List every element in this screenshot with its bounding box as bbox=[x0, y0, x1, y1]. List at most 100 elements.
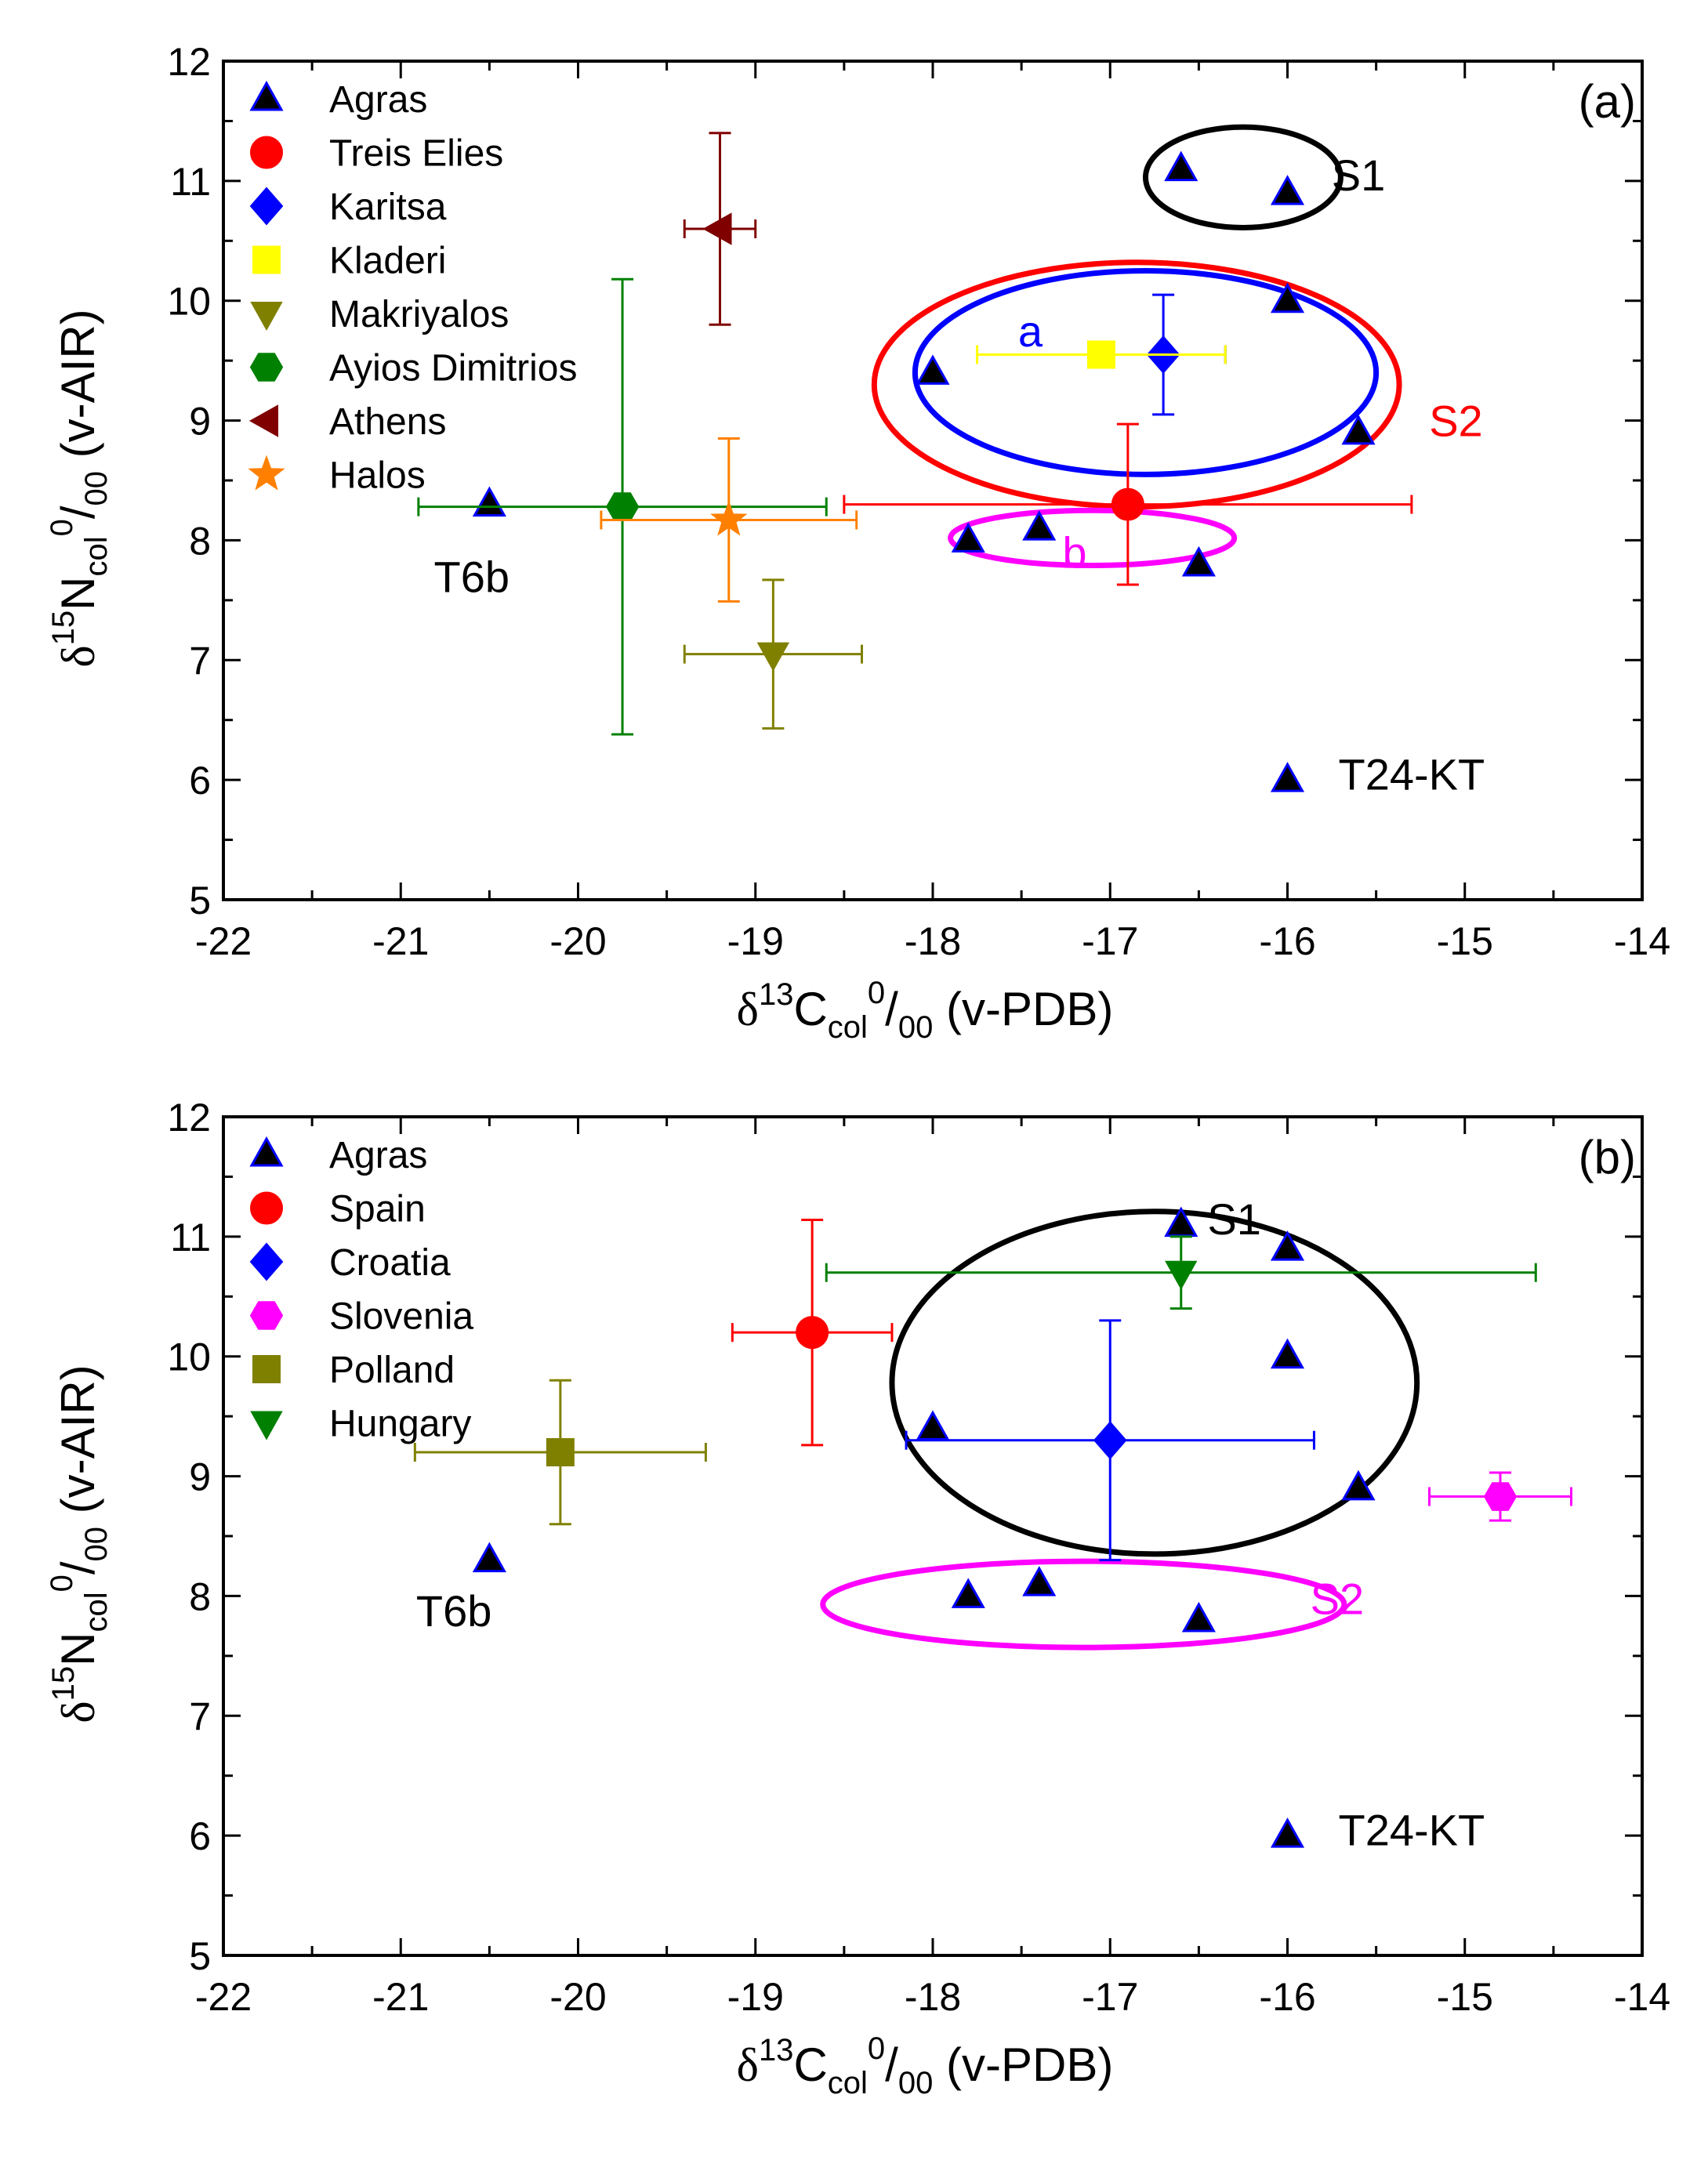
data-point-agras bbox=[1270, 175, 1305, 205]
legend-label-croatia: Croatia bbox=[329, 1242, 451, 1284]
legend-marker-athens bbox=[248, 404, 278, 437]
x-tick-label: -16 bbox=[1259, 919, 1315, 963]
y-axis-title: δ15Ncol0/00 (v-AIR) bbox=[45, 309, 114, 667]
annotation-t6b: T6b bbox=[434, 552, 510, 601]
data-point-agras bbox=[1270, 1230, 1305, 1261]
legend-marker-agras bbox=[249, 80, 284, 111]
data-point-agras bbox=[1270, 282, 1305, 313]
data-point-agras bbox=[1022, 1566, 1057, 1596]
data-point-slovenia bbox=[1483, 1482, 1518, 1511]
legend-label-polland: Polland bbox=[329, 1350, 455, 1391]
annotation-a: a bbox=[1018, 306, 1043, 356]
annotation-t24-kt: T24-KT bbox=[1339, 1806, 1485, 1855]
panel-label: (b) bbox=[1579, 1131, 1636, 1183]
panel-label: (a) bbox=[1579, 75, 1636, 128]
legend-label-slovenia: Slovenia bbox=[329, 1296, 473, 1338]
legend-marker-makriyalos bbox=[250, 302, 283, 332]
y-tick-label: 11 bbox=[170, 160, 211, 204]
data-point-agras bbox=[1181, 1601, 1216, 1632]
data-point-agras bbox=[951, 522, 985, 553]
legend-label-hungary: Hungary bbox=[329, 1404, 471, 1445]
x-tick-label: -19 bbox=[727, 919, 784, 963]
y-tick-label: 5 bbox=[189, 879, 211, 922]
annotation-t24-kt: T24-KT bbox=[1339, 750, 1485, 799]
y-tick-label: 9 bbox=[189, 400, 211, 444]
legend-label-kladeri: Kladeri bbox=[329, 241, 446, 282]
y-tick-label: 7 bbox=[189, 639, 211, 683]
group-ellipse-s2 bbox=[820, 1558, 1347, 1651]
y-axis-title: δ15Ncol0/00 (v-AIR) bbox=[45, 1364, 114, 1723]
x-axis-title: δ13Ccol0/00 (v-PDB) bbox=[737, 976, 1114, 1045]
data-point-agras bbox=[916, 354, 950, 385]
group-ellipse-a bbox=[912, 268, 1380, 477]
x-tick-label: -14 bbox=[1614, 919, 1670, 963]
annotation-t6b: T6b bbox=[416, 1586, 492, 1636]
x-tick-label: -22 bbox=[195, 919, 252, 963]
legend-marker-kladeri bbox=[252, 245, 281, 274]
x-tick-label: -22 bbox=[195, 1975, 252, 2019]
legend-marker-slovenia bbox=[249, 1301, 284, 1330]
y-tick-label: 12 bbox=[167, 40, 211, 84]
legend-marker-croatia bbox=[249, 1242, 284, 1281]
annotation-s1: S1 bbox=[1332, 150, 1386, 200]
x-tick-label: -14 bbox=[1614, 1975, 1670, 2019]
x-tick-label: -20 bbox=[549, 1975, 606, 2019]
group-ellipse-s2 bbox=[871, 259, 1402, 510]
x-tick-label: -21 bbox=[372, 1975, 429, 2019]
data-point-agras bbox=[951, 1578, 985, 1608]
y-tick-label: 6 bbox=[189, 759, 211, 803]
x-tick-label: -15 bbox=[1437, 1975, 1493, 2019]
annotation-b: b bbox=[1062, 528, 1086, 578]
data-point-hungary bbox=[1165, 1260, 1198, 1290]
panel-b-chart: -22 -21 -20 -19 -18 -17 -16 -15 -14 5 6 7 8 9 10 11 12 δ1… bbox=[45, 1096, 1670, 2100]
data-point-kladeri bbox=[1086, 340, 1115, 369]
data-point-agras bbox=[1341, 1469, 1376, 1501]
data-point-agras bbox=[1270, 762, 1305, 792]
annotation-s2: S2 bbox=[1311, 1574, 1365, 1623]
legend-marker-treis-elies bbox=[250, 136, 283, 169]
x-tick-label: -19 bbox=[727, 1975, 784, 2019]
legend-label-karitsa: Karitsa bbox=[329, 187, 447, 228]
x-tick-label: -17 bbox=[1082, 1975, 1138, 2019]
y-tick-label: 8 bbox=[189, 1575, 211, 1618]
group-ellipse-b bbox=[948, 507, 1238, 569]
legend-label-athens: Athens bbox=[329, 401, 446, 443]
y-tick-label: 6 bbox=[189, 1814, 211, 1858]
legend-label-makriyalos: Makriyalos bbox=[329, 294, 509, 335]
data-point-croatia bbox=[1093, 1421, 1127, 1460]
data-point-agras bbox=[472, 1542, 506, 1573]
y-tick-label: 9 bbox=[189, 1455, 211, 1499]
y-tick-label: 8 bbox=[189, 519, 211, 563]
legend-label-spain: Spain bbox=[329, 1189, 426, 1230]
data-point-agras bbox=[1022, 510, 1057, 541]
legend-label-halos: Halos bbox=[329, 455, 426, 497]
legend-marker-agras bbox=[249, 1136, 284, 1167]
legend-label-agras: Agras bbox=[329, 1135, 427, 1176]
data-point-agras bbox=[916, 1410, 950, 1440]
y-tick-label: 5 bbox=[189, 1934, 211, 1978]
data-point-agras bbox=[1341, 414, 1376, 445]
x-tick-label: -18 bbox=[905, 919, 961, 963]
data-point-ayios-dimitrios bbox=[605, 492, 640, 521]
data-point-athens bbox=[702, 212, 732, 245]
legend-marker-polland bbox=[252, 1355, 281, 1383]
data-point-makriyalos bbox=[756, 642, 790, 672]
legend-marker-spain bbox=[250, 1191, 283, 1225]
group-ellipse-s1 bbox=[1143, 124, 1344, 230]
legend-label-treis-elies: Treis Elies bbox=[329, 133, 503, 175]
x-tick-label: -15 bbox=[1437, 919, 1493, 963]
legend-label-ayios-dimitrios: Ayios Dimitrios bbox=[329, 348, 578, 390]
data-point-halos bbox=[710, 500, 748, 536]
legend-marker-ayios-dimitrios bbox=[249, 353, 284, 382]
legend-marker-karitsa bbox=[249, 187, 284, 226]
y-tick-label: 10 bbox=[167, 1335, 211, 1379]
data-point-agras bbox=[472, 486, 506, 517]
data-point-agras bbox=[1164, 150, 1199, 182]
annotation-s2: S2 bbox=[1429, 397, 1483, 446]
x-tick-label: -21 bbox=[372, 919, 429, 963]
y-tick-label: 10 bbox=[167, 280, 211, 324]
legend-marker-hungary bbox=[250, 1411, 283, 1440]
x-tick-label: -18 bbox=[905, 1975, 961, 2019]
data-point-treis-elies bbox=[1111, 487, 1144, 521]
